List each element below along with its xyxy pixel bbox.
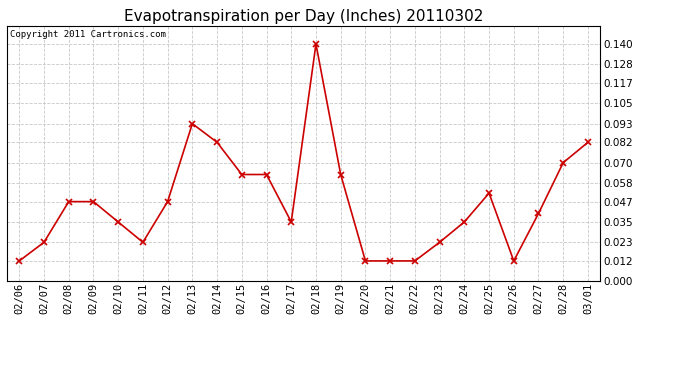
Text: Copyright 2011 Cartronics.com: Copyright 2011 Cartronics.com: [10, 30, 166, 39]
Title: Evapotranspiration per Day (Inches) 20110302: Evapotranspiration per Day (Inches) 2011…: [124, 9, 483, 24]
